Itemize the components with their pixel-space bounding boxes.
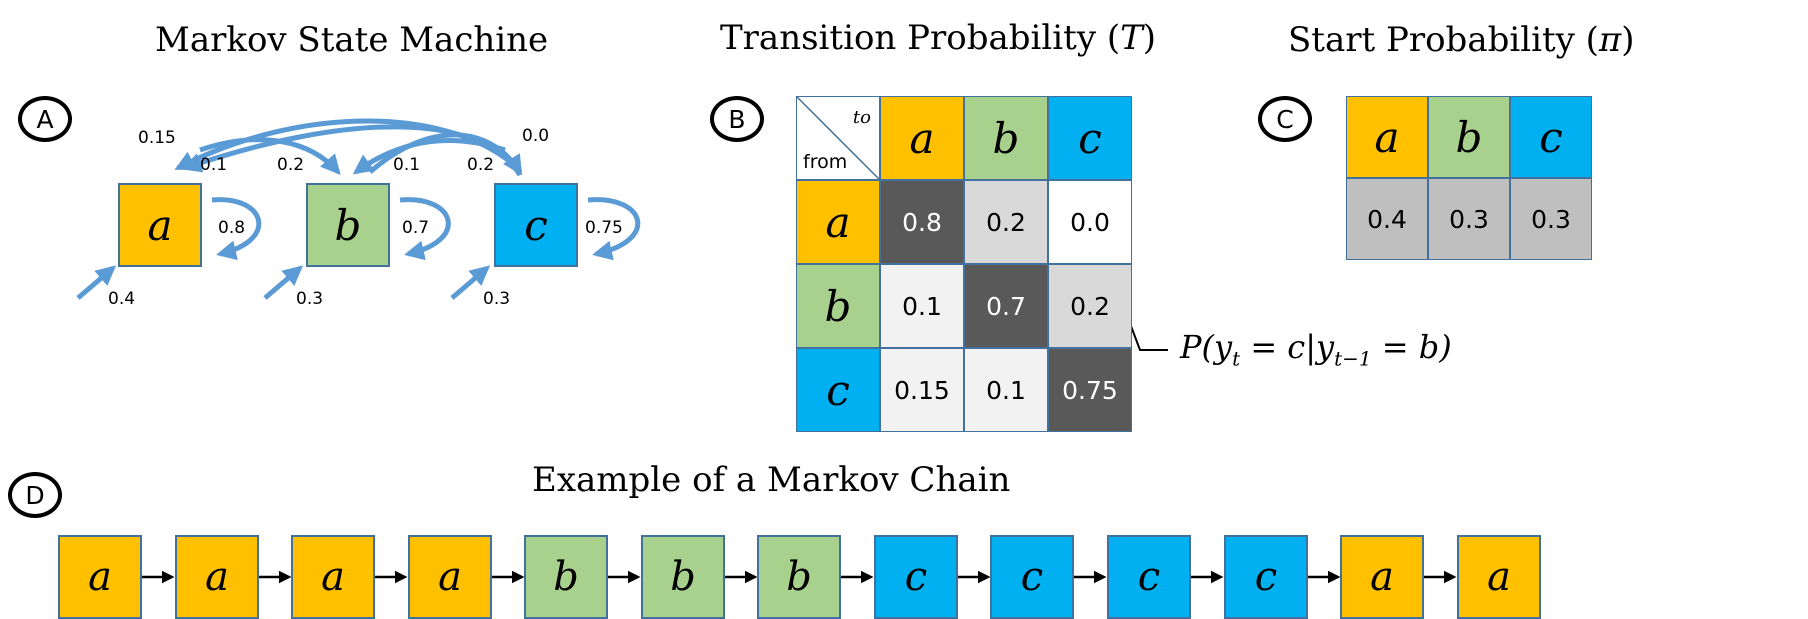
matrix-cell-c-a: 0.15 (880, 348, 964, 432)
matrix-cell-a-c: 0.0 (1048, 180, 1132, 264)
chain-item-9: c (990, 535, 1074, 619)
edge-b-to-c (368, 132, 523, 176)
start-title: Start Probability (π) (1288, 20, 1635, 60)
state-node-b: b (306, 183, 390, 267)
edge-c-to-b (352, 138, 506, 175)
edge-label-c-to-a: 0.0 (522, 126, 550, 146)
start-arrow-b (263, 265, 304, 300)
start-header-c: c (1510, 96, 1592, 178)
start-label-b: 0.3 (296, 289, 324, 309)
start-arrow-a (76, 265, 117, 300)
start-title-text: Start Probability (1288, 20, 1575, 60)
state-node-c: c (494, 183, 578, 267)
start-value-a: 0.4 (1346, 178, 1428, 260)
chain-item-2: a (175, 535, 259, 619)
corner-to-label: to (852, 107, 871, 128)
start-label-c: 0.3 (483, 289, 511, 309)
badge-b: B (710, 96, 764, 142)
state-machine-title: Markov State Machine (155, 20, 549, 60)
loop-c (587, 197, 641, 261)
matrix-row-header-a: a (796, 180, 880, 264)
start-label-a: 0.4 (108, 289, 136, 309)
start-value-b: 0.3 (1428, 178, 1510, 260)
edge-a-to-b (199, 137, 341, 176)
matrix-col-header-c: c (1048, 96, 1132, 180)
badge-c: C (1258, 96, 1312, 142)
chain-item-7: b (757, 535, 841, 619)
edge-label-b-to-c: 0.2 (467, 155, 495, 175)
chain-item-5: b (524, 535, 608, 619)
matrix-cell-c-b: 0.1 (964, 348, 1048, 432)
badge-a: A (18, 96, 72, 142)
formula-end: = b (1371, 328, 1440, 366)
formula-p: P (1180, 328, 1202, 366)
chain-item-4: a (408, 535, 492, 619)
edge-label-a-to-b: 0.2 (277, 155, 305, 175)
matrix-col-header-b: b (964, 96, 1048, 180)
start-symbol: π (1598, 20, 1622, 60)
chain-item-11: c (1224, 535, 1308, 619)
matrix-cell-c-c: 0.75 (1048, 348, 1132, 432)
chain-item-12: a (1340, 535, 1424, 619)
start-value-c: 0.3 (1510, 178, 1592, 260)
chain-title: Example of a Markov Chain (532, 460, 1011, 500)
edge-label-c-to-b: 0.1 (393, 155, 421, 175)
matrix-row-header-b: b (796, 264, 880, 348)
matrix-col-header-a: a (880, 96, 964, 180)
matrix-row-header-c: c (796, 348, 880, 432)
formula-y2: y (1316, 328, 1335, 366)
start-arrow-c (450, 265, 491, 300)
matrix-cell-b-c: 0.2 (1048, 264, 1132, 348)
formula-t1: t−1 (1334, 346, 1372, 371)
corner-from-label: from (803, 151, 848, 173)
loop-b (399, 197, 451, 261)
matrix-cell-a-a: 0.8 (880, 180, 964, 264)
chain-item-10: c (1107, 535, 1191, 619)
chain-item-8: c (874, 535, 958, 619)
formula-mid: = c| (1240, 328, 1316, 366)
edge-label-a-to-c: 0.15 (138, 128, 176, 148)
corner-diagonal (797, 97, 881, 181)
start-header-a: a (1346, 96, 1428, 178)
edge-label-b-to-a: 0.1 (200, 155, 228, 175)
start-header-b: b (1428, 96, 1510, 178)
transition-symbol: T (1120, 18, 1143, 58)
transition-title: Transition Probability (T) (720, 18, 1157, 58)
formula-t: t (1232, 346, 1241, 371)
formula-y1: y (1214, 328, 1233, 366)
matrix-corner: to from (796, 96, 881, 181)
matrix-cell-b-b: 0.7 (964, 264, 1048, 348)
chain-item-6: b (641, 535, 725, 619)
chain-item-3: a (291, 535, 375, 619)
loop-label-c: 0.75 (585, 218, 623, 238)
chain-item-1: a (58, 535, 142, 619)
matrix-cell-b-a: 0.1 (880, 264, 964, 348)
loop-a (211, 197, 262, 261)
transition-title-text: Transition Probability (720, 18, 1097, 58)
loop-label-b: 0.7 (402, 218, 430, 238)
transition-formula: P(yt = c|yt−1 = b) (1180, 328, 1452, 371)
matrix-cell-a-b: 0.2 (964, 180, 1048, 264)
state-node-a: a (118, 183, 202, 267)
loop-label-a: 0.8 (218, 218, 246, 238)
badge-d: D (8, 472, 62, 518)
edge-c-to-a (181, 124, 523, 177)
chain-item-13: a (1457, 535, 1541, 619)
